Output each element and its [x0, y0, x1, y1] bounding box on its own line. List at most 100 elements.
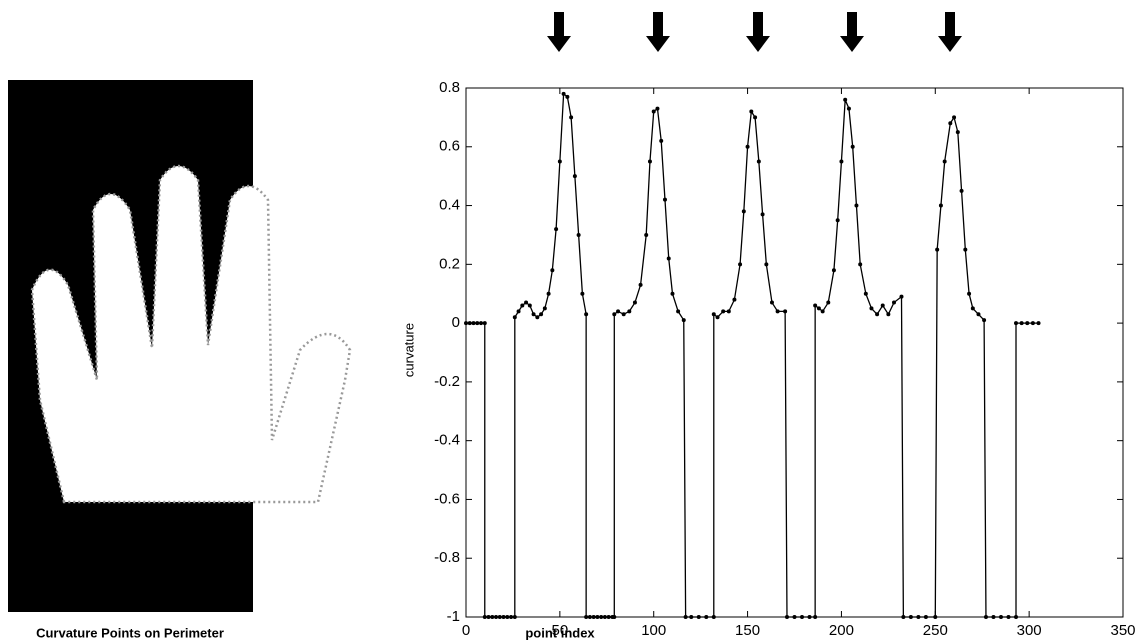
data-point: [550, 268, 555, 273]
peak-arrows: [547, 12, 962, 52]
data-point: [831, 268, 836, 273]
data-point: [935, 247, 940, 252]
data-point: [741, 209, 746, 214]
data-point: [501, 615, 506, 619]
data-point: [1006, 615, 1011, 619]
data-point: [587, 615, 592, 619]
image-caption: Curvature Points on Perimeter: [36, 625, 224, 640]
x-tick-label: 250: [923, 622, 948, 639]
arrow: [840, 12, 864, 52]
data-point: [512, 315, 517, 320]
data-point: [482, 321, 487, 326]
data-point: [820, 309, 825, 314]
x-tick-label: 50: [552, 622, 569, 639]
data-point: [527, 303, 532, 308]
data-point: [584, 312, 589, 317]
data-point: [1014, 321, 1019, 326]
y-tick-label: 0.2: [439, 255, 460, 272]
data-point: [813, 303, 818, 308]
y-tick-label: -0.6: [434, 490, 460, 507]
data-point: [843, 97, 848, 102]
data-point: [1030, 321, 1035, 326]
y-tick-label: -1: [447, 608, 460, 625]
y-axis-label: curvature: [401, 323, 416, 377]
data-point: [901, 615, 906, 619]
data-point: [869, 306, 874, 311]
data-point: [655, 106, 660, 111]
data-point: [721, 309, 726, 314]
x-tick-label: 200: [829, 622, 854, 639]
y-tick-label: -0.8: [434, 549, 460, 566]
data-point: [1036, 321, 1041, 326]
data-point: [970, 306, 975, 311]
data-point: [846, 106, 851, 111]
data-point: [632, 300, 637, 305]
data-point: [539, 312, 544, 317]
data-point: [749, 109, 754, 114]
data-point: [644, 232, 649, 237]
x-tick-label: 100: [641, 622, 666, 639]
data-point: [531, 312, 536, 317]
data-point: [595, 615, 600, 619]
data-point: [933, 615, 938, 619]
data-point: [662, 197, 667, 202]
y-tick-label: 0.6: [439, 138, 460, 155]
data-point: [816, 306, 821, 311]
x-tick-label: 300: [1017, 622, 1042, 639]
data-point: [497, 615, 502, 619]
data-point: [991, 615, 996, 619]
data-point: [726, 309, 731, 314]
data-point: [760, 212, 765, 217]
data-point: [621, 312, 626, 317]
data-point: [591, 615, 596, 619]
data-point: [963, 247, 968, 252]
data-point: [1014, 615, 1019, 619]
data-point: [482, 615, 487, 619]
data-point: [839, 159, 844, 164]
data-point: [490, 615, 495, 619]
data-point: [602, 615, 607, 619]
data-point: [952, 115, 957, 120]
data-point: [711, 312, 716, 317]
data-point: [561, 91, 566, 96]
data-point: [886, 312, 891, 317]
y-tick-label: 0: [452, 314, 460, 331]
data-point: [753, 115, 758, 120]
data-point: [863, 291, 868, 296]
data-point: [891, 300, 896, 305]
data-point: [899, 294, 904, 299]
data-point: [479, 321, 484, 326]
data-point: [486, 615, 491, 619]
y-tick-label: 0.4: [439, 197, 460, 214]
data-point: [509, 615, 514, 619]
hand-outline: [30, 164, 352, 504]
data-point: [524, 300, 529, 305]
data-point: [494, 615, 499, 619]
data-point: [520, 303, 525, 308]
data-point: [813, 615, 818, 619]
data-point: [606, 615, 611, 619]
y-tick-label: -0.2: [434, 373, 460, 390]
data-point: [681, 318, 686, 323]
data-point: [967, 291, 972, 296]
data-point: [505, 615, 510, 619]
data-point: [923, 615, 928, 619]
data-point: [835, 218, 840, 223]
y-tick-label: -0.4: [434, 432, 460, 449]
arrow: [646, 12, 670, 52]
data-point: [471, 321, 476, 326]
data-point: [696, 615, 701, 619]
data-point: [557, 159, 562, 164]
data-point: [942, 159, 947, 164]
data-point: [745, 144, 750, 149]
data-point: [651, 109, 656, 114]
curvature-line: [466, 92, 1039, 618]
arrow: [746, 12, 770, 52]
data-point: [554, 227, 559, 232]
x-tick-label: 0: [462, 622, 470, 639]
data-point: [807, 615, 812, 619]
x-tick-label: 150: [735, 622, 760, 639]
data-point: [982, 318, 987, 323]
data-point: [998, 615, 1003, 619]
